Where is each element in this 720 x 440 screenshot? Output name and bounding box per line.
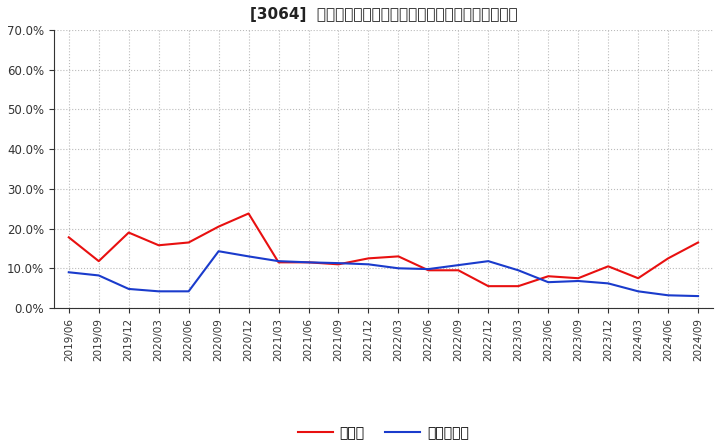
有利子負債 (394, 266, 402, 271)
Line: 現門金: 現門金 (69, 213, 698, 286)
現門金 (364, 256, 373, 261)
現門金 (394, 254, 402, 259)
現門金 (604, 264, 613, 269)
有利子負債 (514, 268, 523, 273)
有利子負債 (424, 267, 433, 272)
現門金 (514, 283, 523, 289)
現門金 (94, 259, 103, 264)
現門金 (664, 256, 672, 261)
有利子負債 (634, 289, 642, 294)
現門金 (244, 211, 253, 216)
有利子負債 (154, 289, 163, 294)
有利子負債 (574, 279, 582, 284)
有利子負債 (544, 279, 552, 285)
現門金 (65, 235, 73, 240)
現門金 (634, 275, 642, 281)
現門金 (154, 242, 163, 248)
現門金 (454, 268, 463, 273)
有利子負債 (484, 259, 492, 264)
有利子負債 (694, 293, 703, 299)
Line: 有利子負債: 有利子負債 (69, 251, 698, 296)
有利子負債 (604, 281, 613, 286)
現門金 (334, 262, 343, 267)
有利子負債 (65, 270, 73, 275)
有利子負債 (244, 254, 253, 259)
有利子負債 (304, 260, 312, 265)
現門金 (125, 230, 133, 235)
有利子負債 (94, 273, 103, 278)
現門金 (274, 260, 283, 265)
有利子負債 (664, 293, 672, 298)
有利子負債 (454, 263, 463, 268)
現門金 (574, 275, 582, 281)
有利子負債 (334, 260, 343, 266)
現門金 (424, 268, 433, 273)
現門金 (215, 224, 223, 229)
現門金 (694, 240, 703, 245)
現門金 (484, 283, 492, 289)
現門金 (304, 260, 312, 265)
有利子負債 (215, 249, 223, 254)
Title: [3064]  現預金、有利子負債の総資産に対する比率の推移: [3064] 現預金、有利子負債の総資産に対する比率の推移 (250, 7, 517, 22)
現門金 (544, 274, 552, 279)
有利子負債 (184, 289, 193, 294)
有利子負債 (274, 259, 283, 264)
現門金 (184, 240, 193, 245)
有利子負債 (125, 286, 133, 292)
Legend: 現門金, 有利子負債: 現門金, 有利子負債 (292, 421, 474, 440)
有利子負債 (364, 262, 373, 267)
